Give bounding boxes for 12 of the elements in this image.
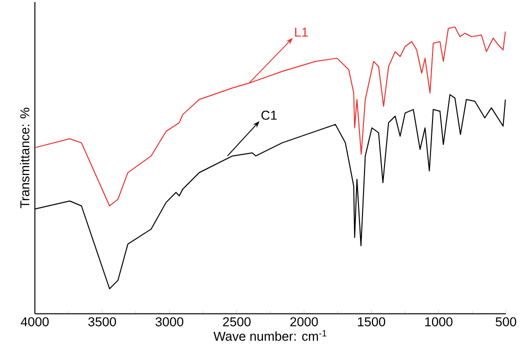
x-tick-label: 500	[496, 317, 516, 327]
legend-label: L1	[295, 28, 308, 37]
x-tick-label: 1000	[425, 317, 452, 327]
x-axis-title: Wave number: cm$^{-1}$	[214, 330, 326, 342]
x-tick-label: 3000	[156, 317, 184, 327]
x-tick-label: 2500	[223, 317, 251, 327]
x-tick-label: 1500	[358, 317, 386, 327]
y-axis-title: Transmittance: %	[20, 108, 30, 208]
x-tick-label: 3500	[88, 317, 116, 327]
x-tick-label: 2000	[290, 317, 318, 327]
x-tick-label: 4000	[20, 317, 49, 327]
legend-label: C1	[261, 110, 277, 120]
